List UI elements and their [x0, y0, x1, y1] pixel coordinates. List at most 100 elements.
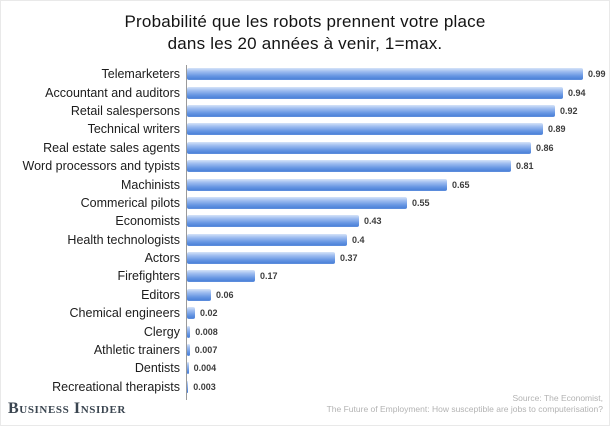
bar-track: 0.81 — [187, 157, 609, 175]
bar — [187, 160, 511, 173]
bar-track: 0.89 — [187, 120, 609, 138]
bar-track: 0.008 — [187, 322, 609, 340]
chart-row: Dentists 0.004 — [1, 359, 609, 377]
category-label: Retail salespersons — [70, 103, 180, 118]
value-label: 0.55 — [412, 197, 430, 208]
chart-row: Commerical pilots 0.55 — [1, 194, 609, 212]
bar-track: 0.003 — [187, 378, 609, 396]
value-label: 0.007 — [194, 345, 218, 356]
value-label: 0.65 — [452, 179, 470, 190]
bar — [187, 307, 195, 320]
value-label: 0.94 — [568, 87, 586, 98]
bar-track: 0.02 — [187, 304, 609, 322]
chart-row: Retail salespersons 0.92 — [1, 102, 609, 120]
bar-track: 0.17 — [187, 267, 609, 285]
bar-track: 0.65 — [187, 175, 609, 193]
source-attribution: Source: The Economist, The Future of Emp… — [327, 393, 603, 415]
chart-row: Athletic trainers 0.007 — [1, 341, 609, 359]
category-label: Actors — [144, 251, 180, 266]
bar-track: 0.004 — [187, 359, 609, 377]
chart-row: Machinists 0.65 — [1, 175, 609, 193]
chart-rows: Telemarketers 0.99 Accountant and auditors… — [1, 65, 609, 396]
bar-track: 0.94 — [187, 83, 609, 101]
chart-title-line1: Probabilité que les robots prennent votr… — [124, 12, 486, 31]
category-label: Real estate sales agents — [43, 140, 180, 155]
category-label: Accountant and auditors — [45, 85, 180, 100]
bar — [187, 344, 190, 357]
bar-track: 0.43 — [187, 212, 609, 230]
chart-row: Telemarketers 0.99 — [1, 65, 609, 83]
bar — [187, 325, 191, 338]
value-label: 0.02 — [200, 308, 218, 319]
chart-row: Firefighters 0.17 — [1, 267, 609, 285]
bar-chart: Telemarketers 0.99 Accountant and auditors… — [1, 65, 609, 400]
business-insider-logo: Business Insider — [8, 400, 126, 417]
bar — [187, 215, 359, 228]
bar — [187, 288, 211, 301]
bar-track: 0.55 — [187, 194, 609, 212]
chart-row: Actors 0.37 — [1, 249, 609, 267]
bar-track: 0.37 — [187, 249, 609, 267]
value-label: 0.89 — [548, 124, 566, 135]
chart-row: Economists 0.43 — [1, 212, 609, 230]
category-label: Editors — [141, 287, 180, 302]
category-label: Word processors and typists — [22, 159, 180, 174]
bar — [187, 104, 555, 117]
chart-row: Accountant and auditors 0.94 — [1, 83, 609, 101]
chart-row: Real estate sales agents 0.86 — [1, 139, 609, 157]
bar — [187, 270, 255, 283]
bar-track: 0.007 — [187, 341, 609, 359]
bar-track: 0.06 — [187, 286, 609, 304]
chart-row: Editors 0.06 — [1, 286, 609, 304]
category-label: Commerical pilots — [80, 195, 180, 210]
bar — [187, 252, 335, 265]
bar — [187, 178, 447, 191]
chart-row: Clergy 0.008 — [1, 322, 609, 340]
value-label: 0.004 — [193, 363, 217, 374]
value-label: 0.81 — [516, 161, 534, 172]
value-label: 0.92 — [560, 105, 578, 116]
category-label: Clergy — [143, 324, 180, 339]
bar-track: 0.86 — [187, 139, 609, 157]
bar — [187, 233, 347, 246]
value-label: 0.003 — [193, 381, 216, 392]
value-label: 0.06 — [216, 289, 234, 300]
value-label: 0.86 — [536, 142, 554, 153]
chart-row: Technical writers 0.89 — [1, 120, 609, 138]
source-line2: The Future of Employment: How susceptibl… — [326, 404, 603, 414]
chart-title-line2: dans les 20 années à venir, 1=max. — [167, 34, 443, 53]
category-label: Telemarketers — [101, 67, 181, 82]
y-axis-line — [186, 65, 187, 400]
category-label: Dentists — [134, 361, 180, 376]
chart-row: Chemical engineers 0.02 — [1, 304, 609, 322]
bar — [187, 196, 407, 209]
bar-track: 0.92 — [187, 102, 609, 120]
value-label: 0.43 — [364, 216, 382, 227]
value-label: 0.008 — [195, 326, 218, 337]
category-label: Economists — [115, 214, 180, 229]
category-label: Firefighters — [117, 269, 180, 284]
category-label: Technical writers — [87, 122, 180, 137]
category-label: Machinists — [120, 177, 180, 192]
bar — [187, 362, 189, 375]
bar — [187, 123, 543, 136]
value-label: 0.4 — [352, 234, 365, 245]
category-label: Athletic trainers — [93, 343, 180, 358]
chart-title: Probabilité que les robots prennent votr… — [1, 11, 609, 55]
category-label: Recreational therapists — [52, 379, 180, 394]
bar — [187, 68, 583, 81]
value-label: 0.99 — [588, 69, 606, 80]
chart-row: Recreational therapists 0.003 — [1, 378, 609, 396]
value-label: 0.37 — [340, 253, 358, 264]
bar — [187, 141, 531, 154]
chart-row: Word processors and typists 0.81 — [1, 157, 609, 175]
bar-track: 0.99 — [187, 65, 609, 83]
bar — [187, 380, 189, 393]
source-line1: Source: The Economist, — [512, 393, 603, 403]
chart-row: Health technologists 0.4 — [1, 231, 609, 249]
category-label: Health technologists — [67, 232, 180, 247]
category-label: Chemical engineers — [69, 306, 180, 321]
bar — [187, 86, 563, 99]
bar-track: 0.4 — [187, 231, 609, 249]
